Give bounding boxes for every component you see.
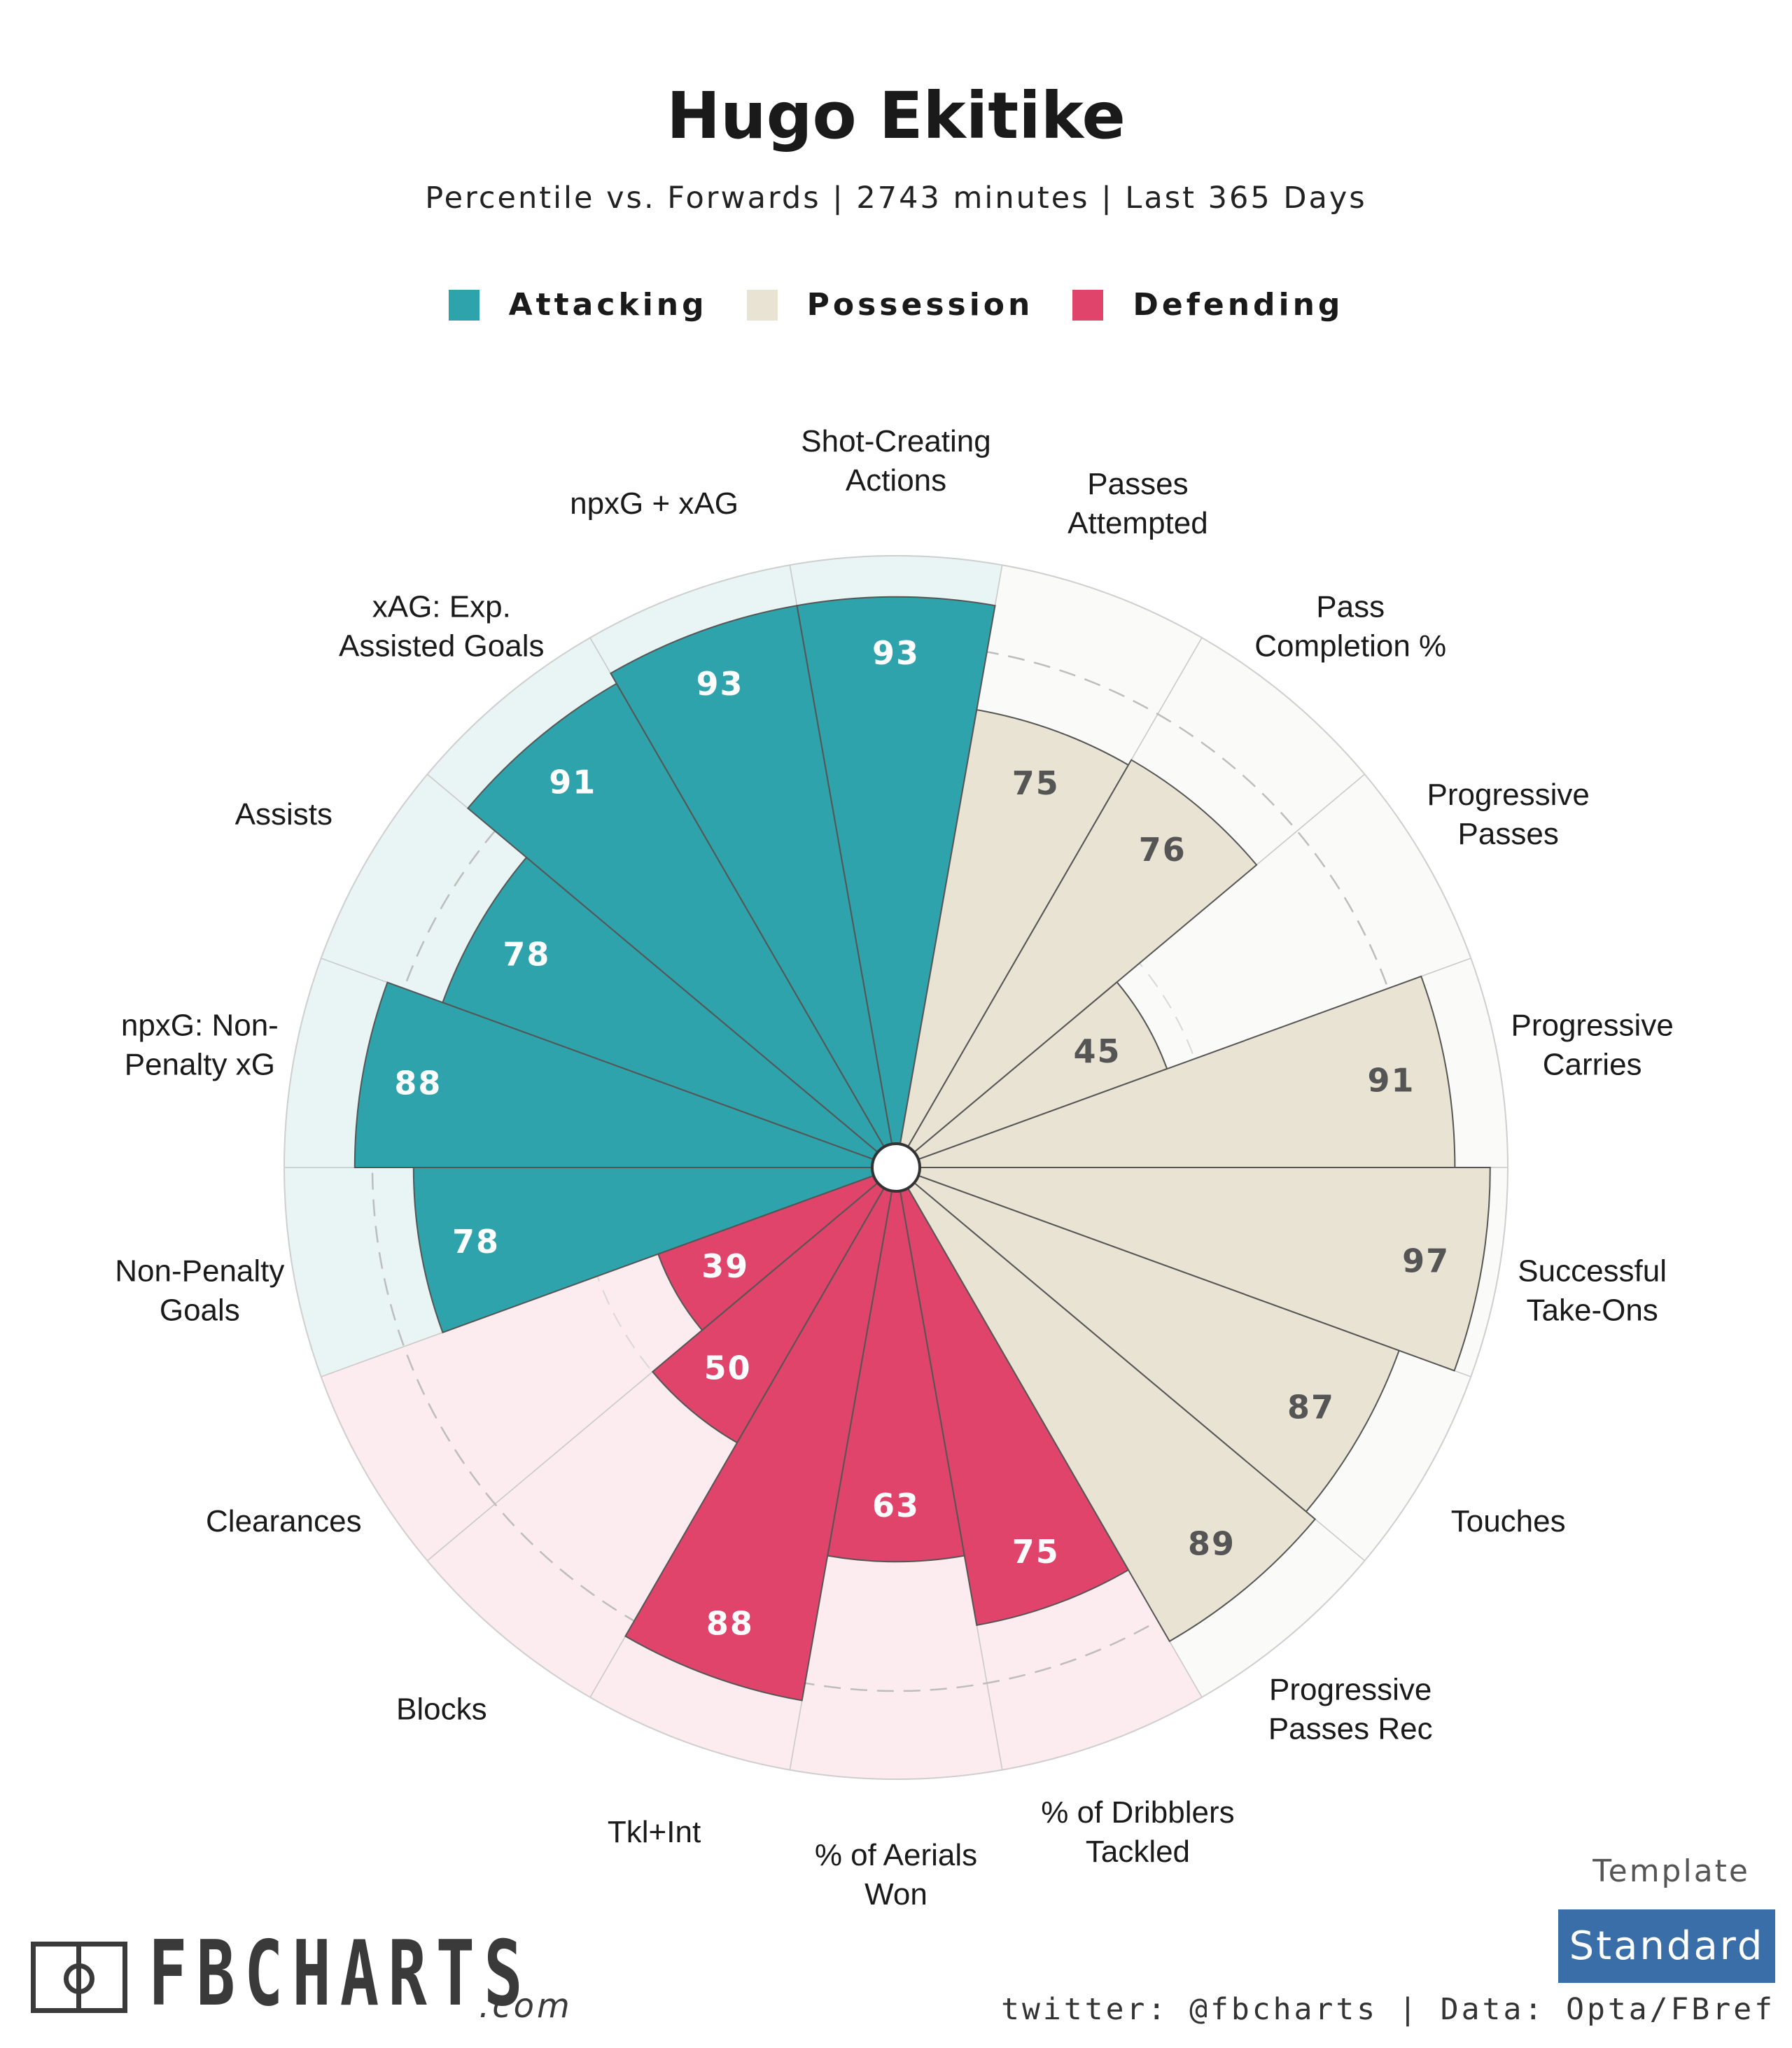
value-label-pass-completion: 76 — [1139, 831, 1186, 869]
legend-label-defending: Defending — [1133, 287, 1344, 323]
outer-ring — [284, 555, 1508, 1780]
value-label-xag-exp-assisted-goals: 91 — [549, 764, 596, 801]
category-label-shot-creating-actions: Shot-Creating Actions — [801, 424, 990, 498]
value-label-shot-creating-actions: 93 — [872, 634, 920, 672]
value-label-of-dribblers-tackled: 75 — [1012, 1533, 1060, 1571]
value-label-of-aerials-won: 63 — [872, 1487, 920, 1524]
credits: twitter: @fbcharts | Data: Opta/FBref — [1001, 1992, 1775, 2027]
category-label-clearances: Clearances — [206, 1504, 362, 1538]
legend-item-attacking: Attacking — [448, 287, 708, 323]
legend-item-possession: Possession — [746, 287, 1034, 323]
value-label-non-penalty-goals: 78 — [452, 1223, 500, 1261]
category-label-xag-exp-assisted-goals: xAG: Exp. Assisted Goals — [339, 589, 544, 663]
value-label-touches: 87 — [1287, 1388, 1335, 1426]
legend-item-defending: Defending — [1072, 287, 1343, 323]
category-label-assists: Assists — [235, 797, 332, 832]
fbcharts-logo: FBCHARTS .com — [31, 1922, 681, 2026]
category-label-pass-completion: Pass Completion % — [1254, 589, 1446, 663]
center-hub — [871, 1142, 921, 1193]
value-label-npxg-xag: 93 — [696, 665, 744, 703]
logo-text: FBCHARTS — [148, 1922, 532, 2026]
chart-subtitle: Percentile vs. Forwards | 2743 minutes |… — [425, 181, 1367, 216]
template-badge: Standard — [1558, 1909, 1775, 1983]
value-label-passes-attempted: 75 — [1012, 764, 1060, 802]
legend-swatch-possession — [746, 289, 778, 321]
category-label-non-penalty-goals: Non-Penalty Goals — [115, 1254, 284, 1327]
category-label-progressive-passes-rec: Progressive Passes Rec — [1268, 1673, 1433, 1746]
category-label-passes-attempted: Passes Attempted — [1068, 467, 1208, 540]
value-label-tkl-int: 88 — [706, 1604, 754, 1642]
value-label-blocks: 50 — [704, 1349, 752, 1387]
value-label-progressive-passes-rec: 89 — [1188, 1524, 1236, 1562]
value-label-progressive-passes: 45 — [1074, 1032, 1121, 1070]
category-label-progressive-passes: Progressive Passes — [1427, 778, 1590, 851]
value-label-assists: 78 — [503, 935, 550, 973]
legend-swatch-attacking — [448, 289, 479, 321]
pitch-icon — [31, 1942, 127, 2013]
value-label-successful-take-ons: 97 — [1402, 1242, 1450, 1280]
category-label-npxg-xag: npxG + xAG — [570, 486, 738, 521]
category-label-progressive-carries: Progressive Carries — [1511, 1009, 1673, 1082]
category-label-of-aerials-won: % of Aerials Won — [815, 1838, 977, 1912]
category-label-touches: Touches — [1451, 1504, 1566, 1538]
legend-label-attacking: Attacking — [508, 287, 708, 323]
category-label-of-dribblers-tackled: % of Dribblers Tackled — [1041, 1795, 1234, 1869]
legend-label-possession: Possession — [806, 287, 1034, 323]
category-label-blocks: Blocks — [396, 1692, 487, 1727]
category-label-tkl-int: Tkl+Int — [608, 1815, 701, 1849]
legend-swatch-defending — [1072, 289, 1104, 321]
category-label-npxg-non-penalty-xg: npxG: Non-Penalty xG — [121, 1009, 279, 1082]
chart-title: Hugo Ekitike — [666, 78, 1126, 153]
logo-suffix: .com — [479, 1986, 573, 2026]
template-label: Template — [1592, 1853, 1750, 1889]
legend: Attacking Possession Defending — [0, 287, 1792, 323]
category-label-successful-take-ons: Successful Take-Ons — [1518, 1254, 1667, 1327]
value-label-progressive-carries: 91 — [1367, 1061, 1415, 1099]
value-label-npxg-non-penalty-xg: 88 — [394, 1065, 442, 1102]
value-label-clearances: 39 — [701, 1247, 749, 1285]
